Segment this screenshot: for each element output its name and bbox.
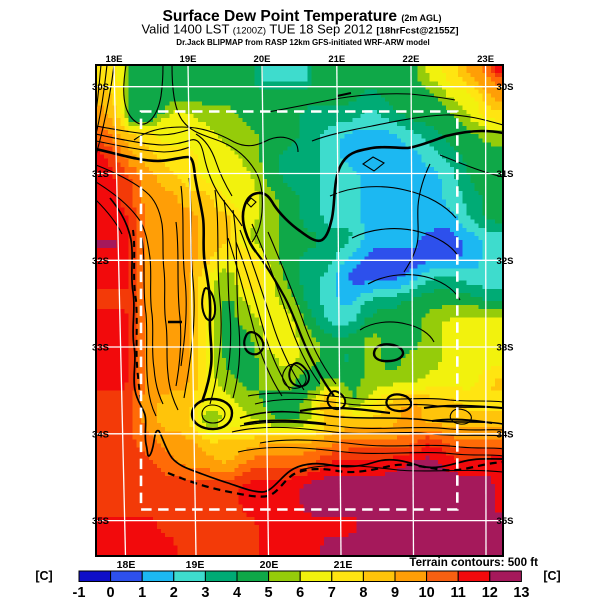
svg-text:1: 1 — [138, 585, 146, 600]
svg-text:6: 6 — [296, 585, 304, 600]
svg-text:8: 8 — [359, 585, 367, 600]
svg-text:[C]: [C] — [543, 569, 560, 583]
svg-text:35S: 35S — [92, 516, 109, 527]
svg-text:21E: 21E — [334, 559, 353, 571]
svg-text:7: 7 — [328, 585, 336, 600]
svg-text:3: 3 — [201, 585, 209, 600]
svg-text:20E: 20E — [254, 54, 271, 65]
svg-text:33S: 33S — [92, 343, 109, 354]
svg-text:18E: 18E — [117, 559, 136, 571]
svg-text:31S: 31S — [497, 169, 514, 180]
svg-text:34S: 34S — [497, 429, 514, 440]
svg-text:Valid 1400 LST (1200Z) TUE 18: Valid 1400 LST (1200Z) TUE 18 Sep 2012 [… — [141, 22, 458, 37]
svg-text:30S: 30S — [497, 82, 514, 93]
svg-text:22E: 22E — [403, 54, 420, 65]
svg-text:9: 9 — [391, 585, 399, 600]
svg-text:Terrain contours: 500 ft: Terrain contours: 500 ft — [409, 556, 538, 569]
svg-text:0: 0 — [107, 585, 115, 600]
svg-text:18E: 18E — [106, 54, 123, 65]
svg-text:Dr.Jack BLIPMAP from RASP 12km: Dr.Jack BLIPMAP from RASP 12km GFS-initi… — [176, 38, 429, 47]
svg-text:10: 10 — [419, 585, 435, 600]
svg-text:35S: 35S — [497, 516, 514, 527]
svg-text:32S: 32S — [497, 256, 514, 267]
svg-text:2: 2 — [170, 585, 178, 600]
svg-text:13: 13 — [513, 585, 529, 600]
svg-text:[C]: [C] — [35, 569, 52, 583]
svg-text:11: 11 — [451, 585, 466, 600]
svg-text:31S: 31S — [92, 169, 109, 180]
svg-text:Surface Dew Point Temperature: Surface Dew Point Temperature (2m AGL) — [162, 8, 441, 25]
svg-text:23E: 23E — [477, 54, 494, 65]
svg-text:32S: 32S — [92, 256, 109, 267]
svg-text:12: 12 — [482, 585, 498, 600]
svg-text:19E: 19E — [186, 559, 205, 571]
svg-text:-1: -1 — [73, 585, 86, 600]
svg-text:33S: 33S — [497, 343, 514, 354]
svg-text:20E: 20E — [260, 559, 279, 571]
svg-text:5: 5 — [265, 585, 273, 600]
svg-text:30S: 30S — [92, 82, 109, 93]
svg-text:4: 4 — [233, 585, 241, 600]
svg-text:34S: 34S — [92, 429, 109, 440]
svg-text:21E: 21E — [328, 54, 345, 65]
svg-text:19E: 19E — [180, 54, 197, 65]
